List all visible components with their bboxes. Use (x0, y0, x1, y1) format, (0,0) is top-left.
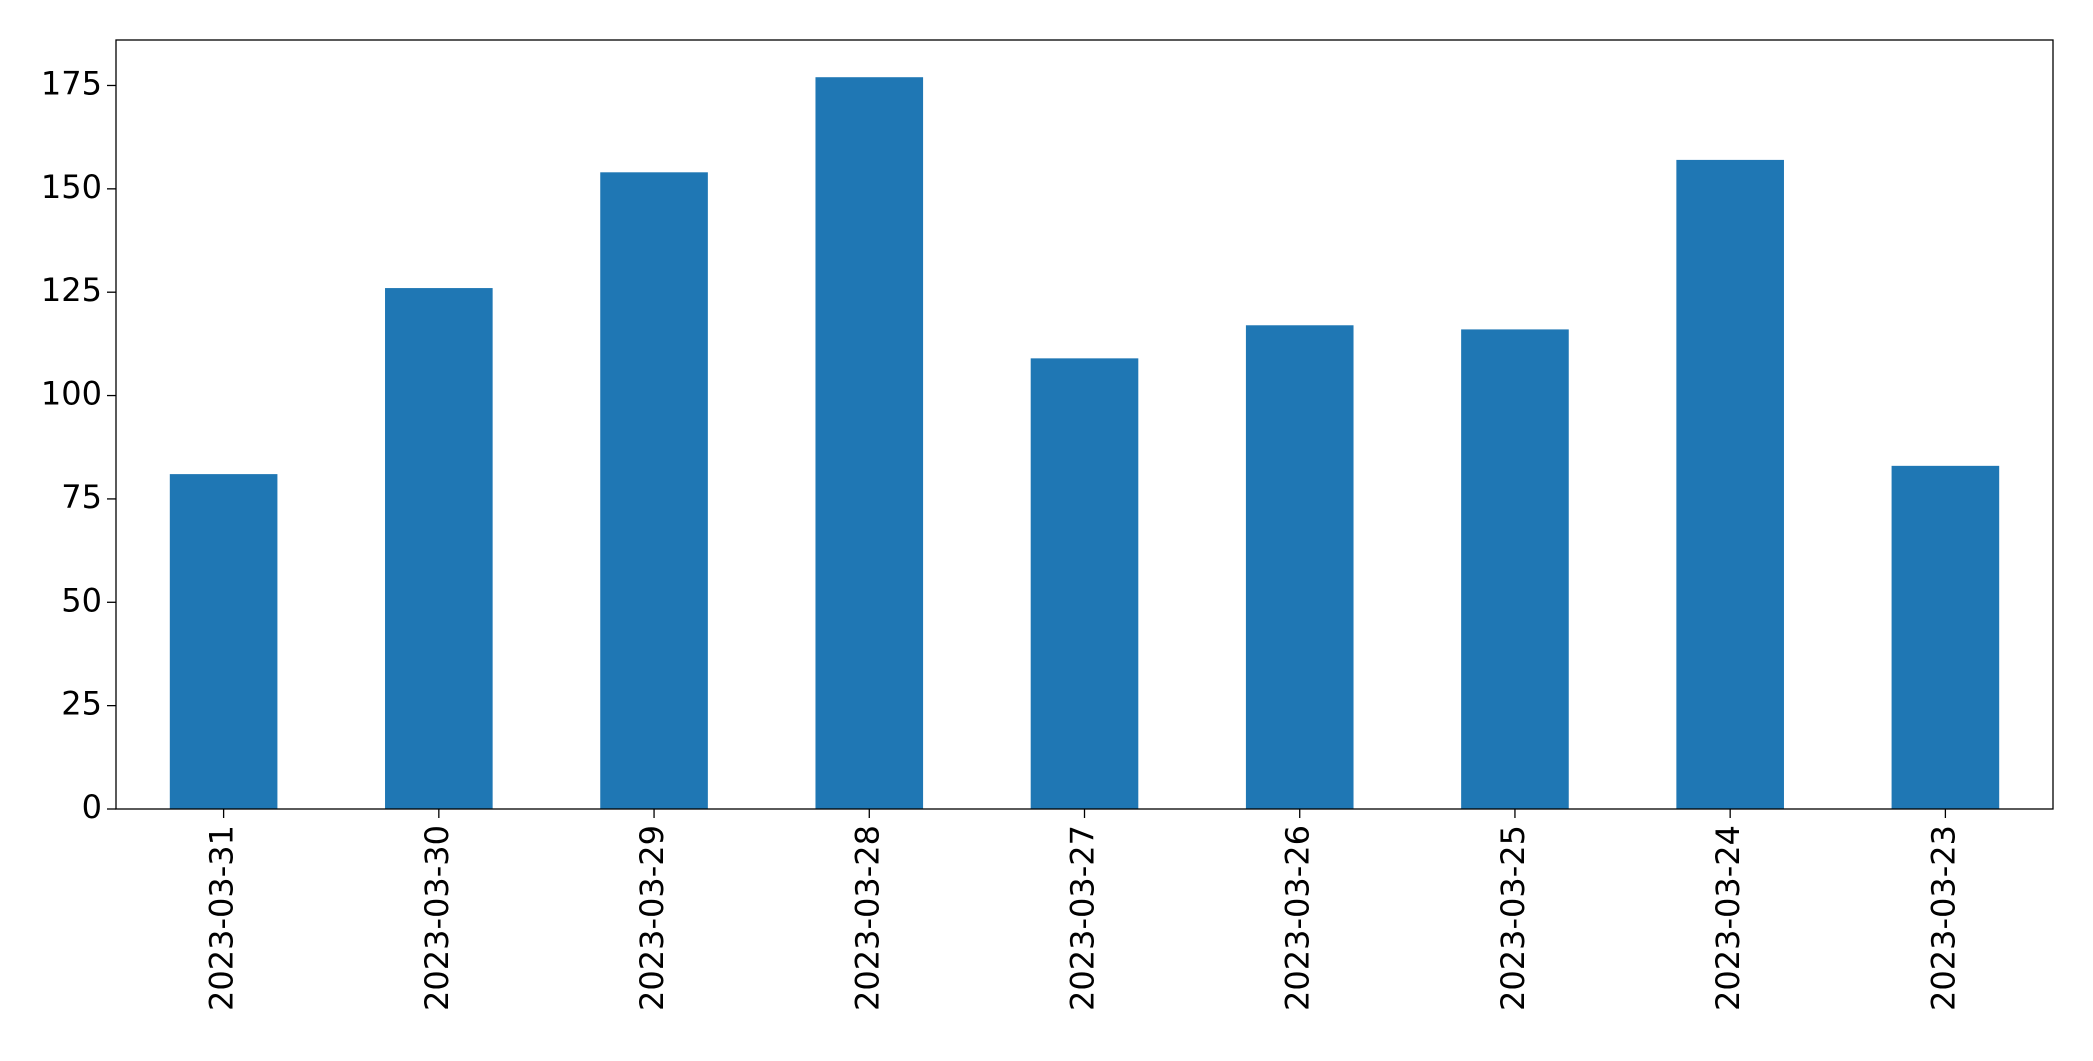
x-tick-label: 2023-03-31 (203, 825, 241, 1011)
y-tick-label: 100 (41, 375, 102, 413)
x-tick-label: 2023-03-24 (1709, 825, 1747, 1011)
plot-frame (115, 39, 2054, 810)
bar (1030, 358, 1139, 809)
bar (1461, 329, 1569, 809)
bar (815, 77, 924, 810)
x-tick-label: 2023-03-28 (848, 825, 886, 1011)
y-tick-label: 75 (61, 478, 102, 516)
x-tick-label: 2023-03-25 (1494, 825, 1532, 1011)
bar (385, 288, 493, 809)
y-tick-label: 150 (41, 168, 102, 206)
bar (1891, 465, 2000, 809)
x-tick-label: 2023-03-30 (418, 825, 456, 1011)
y-tick-label: 125 (41, 271, 102, 309)
bar (1245, 325, 1354, 809)
y-tick-label: 50 (61, 581, 102, 619)
y-tick-label: 25 (61, 685, 102, 723)
bar (169, 474, 278, 809)
x-tick-label: 2023-03-27 (1064, 825, 1102, 1011)
y-tick-label: 0 (82, 788, 102, 826)
x-tick-label: 2023-03-29 (633, 825, 671, 1011)
x-tick-label: 2023-03-26 (1279, 825, 1317, 1011)
y-tick-label: 175 (41, 64, 102, 102)
x-tick-label: 2023-03-23 (1924, 825, 1962, 1011)
bar (1676, 159, 1784, 810)
bar (600, 172, 708, 809)
